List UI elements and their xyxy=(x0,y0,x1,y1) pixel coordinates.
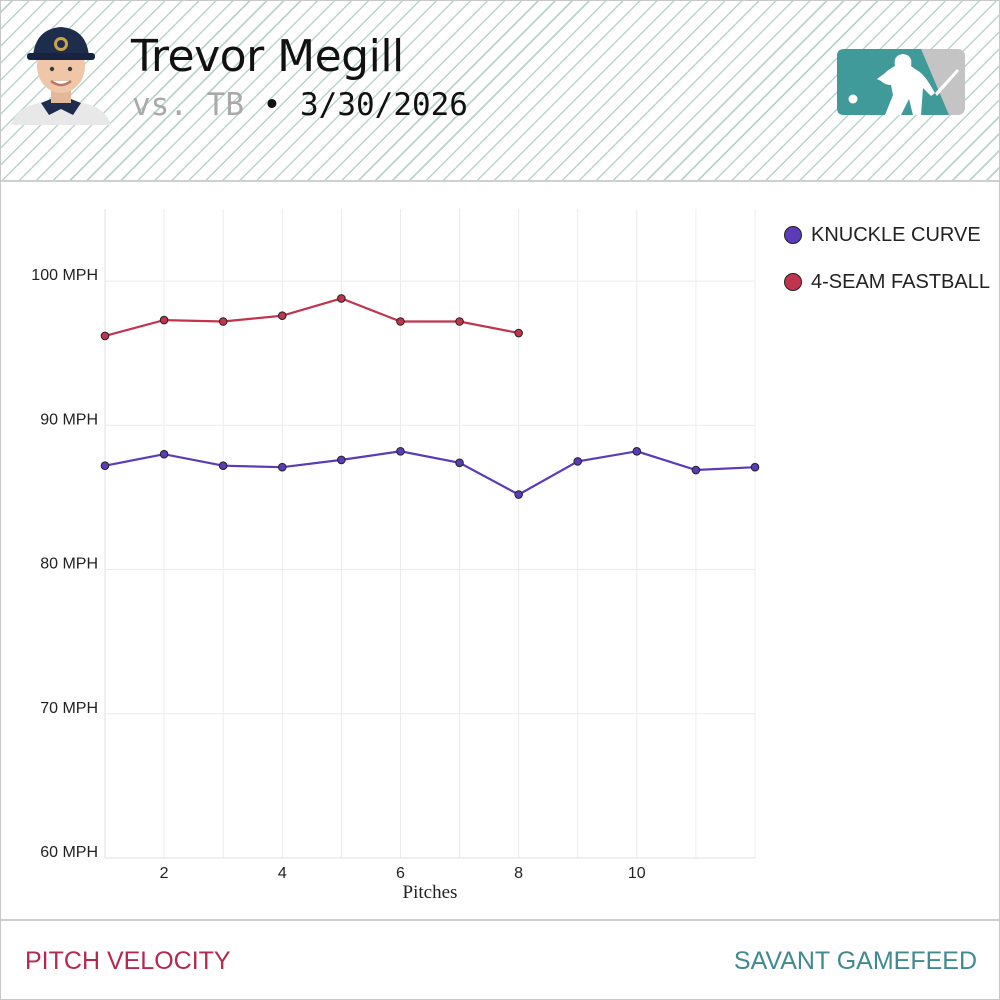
data-point-4-seam-fastball xyxy=(159,315,169,325)
separator-bullet: • xyxy=(262,87,282,123)
data-point-knuckle-curve xyxy=(455,458,464,468)
header: Trevor Megill vs. TB • 3/30/2026 xyxy=(1,1,999,182)
opponent-label: vs. TB xyxy=(132,87,244,123)
x-tick-label: 8 xyxy=(514,865,523,882)
y-tick-label: 90 MPH xyxy=(40,411,98,428)
data-point-knuckle-curve xyxy=(218,461,228,471)
data-point-knuckle-curve xyxy=(514,490,523,499)
x-axis-label: Pitches xyxy=(403,882,458,903)
x-tick-label: 6 xyxy=(396,865,405,882)
game-date: 3/30/2026 xyxy=(300,87,468,123)
legend-label: KNUCKLE CURVE xyxy=(811,223,981,246)
y-tick-label: 70 MPH xyxy=(40,700,98,717)
data-point-4-seam-fastball xyxy=(455,317,464,326)
data-point-knuckle-curve xyxy=(277,462,287,472)
legend-item-4-seam-fastball: 4-SEAM FASTBALL xyxy=(784,270,990,294)
data-point-4-seam-fastball xyxy=(396,317,405,326)
series-line-4-seam-fastball xyxy=(104,297,519,337)
series-line-knuckle-curve xyxy=(104,450,756,496)
x-tick-label: 2 xyxy=(160,865,169,882)
data-point-4-seam-fastball xyxy=(277,311,287,321)
x-tick-label: 10 xyxy=(628,865,646,882)
legend-item-knuckle-curve: KNUCKLE CURVE xyxy=(784,223,990,247)
data-point-4-seam-fastball xyxy=(100,331,110,341)
data-point-4-seam-fastball xyxy=(337,294,346,303)
velocity-chart: 60 MPH 70 MPH 80 MPH 90 MPH 100 MPH 2 4 6 8 10 Pit… xyxy=(31,209,760,903)
pitch-velocity-label: PITCH VELOCITY xyxy=(25,947,231,975)
savant-gamefeed-label: SAVANT GAMEFEED xyxy=(733,947,977,975)
data-point-knuckle-curve xyxy=(691,465,701,475)
legend-label: 4-SEAM FASTBALL xyxy=(811,270,990,293)
legend: KNUCKLE CURVE 4-SEAM FASTBALL xyxy=(784,223,990,317)
legend-swatch-4-seam-fastball xyxy=(784,273,802,291)
league-logo-icon xyxy=(837,49,965,115)
player-headshot xyxy=(11,27,111,125)
data-point-4-seam-fastball xyxy=(514,328,523,338)
data-point-knuckle-curve xyxy=(337,455,346,465)
y-tick-label: 80 MPH xyxy=(40,556,98,573)
x-tick-label: 4 xyxy=(278,865,287,882)
legend-swatch-knuckle-curve xyxy=(784,226,802,244)
data-point-knuckle-curve xyxy=(396,446,405,456)
data-point-knuckle-curve xyxy=(100,461,110,471)
matchup-line: vs. TB • 3/30/2026 xyxy=(132,87,468,123)
footer: PITCH VELOCITY SAVANT GAMEFEED xyxy=(1,919,999,999)
player-name: Trevor Megill xyxy=(131,31,404,82)
data-point-4-seam-fastball xyxy=(218,317,228,326)
data-point-knuckle-curve xyxy=(632,446,642,456)
y-tick-label: 100 MPH xyxy=(31,267,98,284)
data-point-knuckle-curve xyxy=(750,462,760,472)
y-tick-label: 60 MPH xyxy=(40,844,98,861)
data-point-knuckle-curve xyxy=(573,457,583,466)
data-point-knuckle-curve xyxy=(159,449,169,459)
